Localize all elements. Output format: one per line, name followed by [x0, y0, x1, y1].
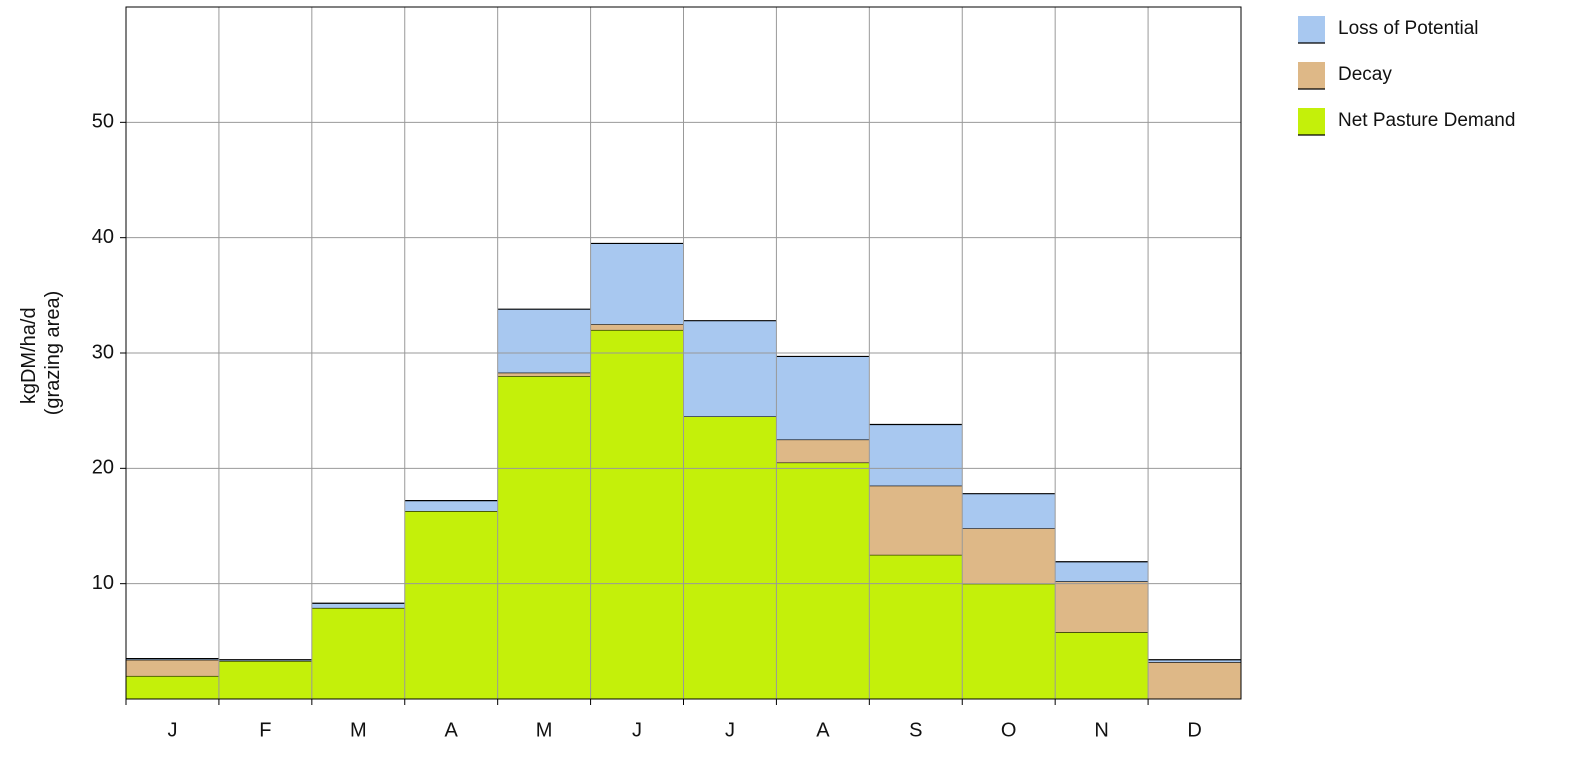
x-tick-label: S: [909, 719, 922, 741]
area-segment: [962, 528, 1056, 584]
area-segment: [962, 583, 1056, 699]
area-segment: [590, 243, 684, 325]
area-segment: [1055, 561, 1149, 582]
legend-label: Net Pasture Demand: [1338, 110, 1515, 131]
x-tick-label: N: [1094, 719, 1108, 741]
plot-frame: [125, 6, 1242, 700]
area-segment: [497, 372, 591, 377]
legend-label: Decay: [1338, 64, 1392, 85]
area-segment: [590, 329, 684, 699]
area-segment: [126, 675, 219, 699]
area-segment: [1148, 662, 1241, 699]
y-axis-label-line: (grazing area): [42, 291, 64, 416]
area-segment: [126, 659, 219, 676]
legend-swatch: [1298, 108, 1325, 135]
y-axis-label: kgDM/ha/d (grazing area): [18, 291, 64, 416]
area-segment: [1148, 659, 1241, 663]
area-segment: [869, 424, 963, 486]
area-segment: [311, 607, 405, 699]
area-segment: [869, 485, 963, 555]
x-tick-label: J: [632, 719, 642, 741]
x-tick-label: A: [816, 719, 830, 741]
x-tick-label: M: [536, 719, 553, 741]
area-segment: [590, 324, 684, 330]
y-axis-label-line: kgDM/ha/d: [18, 307, 40, 404]
x-tick-label: D: [1187, 719, 1201, 741]
area-segment: [1055, 632, 1149, 699]
area-segment: [311, 603, 405, 608]
y-tick-label: 50: [92, 111, 114, 133]
legend-swatch: [1298, 16, 1325, 43]
x-tick-label: A: [445, 719, 459, 741]
area-segment: [218, 660, 312, 699]
area-segment: [776, 462, 870, 699]
area-segment: [404, 511, 498, 699]
area-segment: [776, 439, 870, 463]
area-segment: [1055, 581, 1149, 633]
area-segment: [683, 320, 777, 417]
y-tick-label: 10: [92, 572, 114, 594]
x-tick-label: M: [350, 719, 367, 741]
area-segment: [497, 376, 591, 699]
x-tick-label: F: [259, 719, 271, 741]
area-segment: [404, 500, 498, 512]
area-segment: [683, 416, 777, 699]
legend-label: Loss of Potential: [1338, 18, 1478, 39]
area-segment: [869, 554, 963, 699]
y-tick-label: 30: [92, 341, 114, 363]
area-segment: [497, 309, 591, 373]
x-tick-label: O: [1001, 719, 1017, 741]
x-tick-label: J: [725, 719, 735, 741]
y-tick-label: 20: [92, 457, 114, 479]
x-tick-label: J: [167, 719, 177, 741]
y-tick-label: 40: [92, 226, 114, 248]
area-segment: [962, 493, 1056, 529]
legend-swatch: [1298, 62, 1325, 89]
area-segment: [776, 356, 870, 440]
